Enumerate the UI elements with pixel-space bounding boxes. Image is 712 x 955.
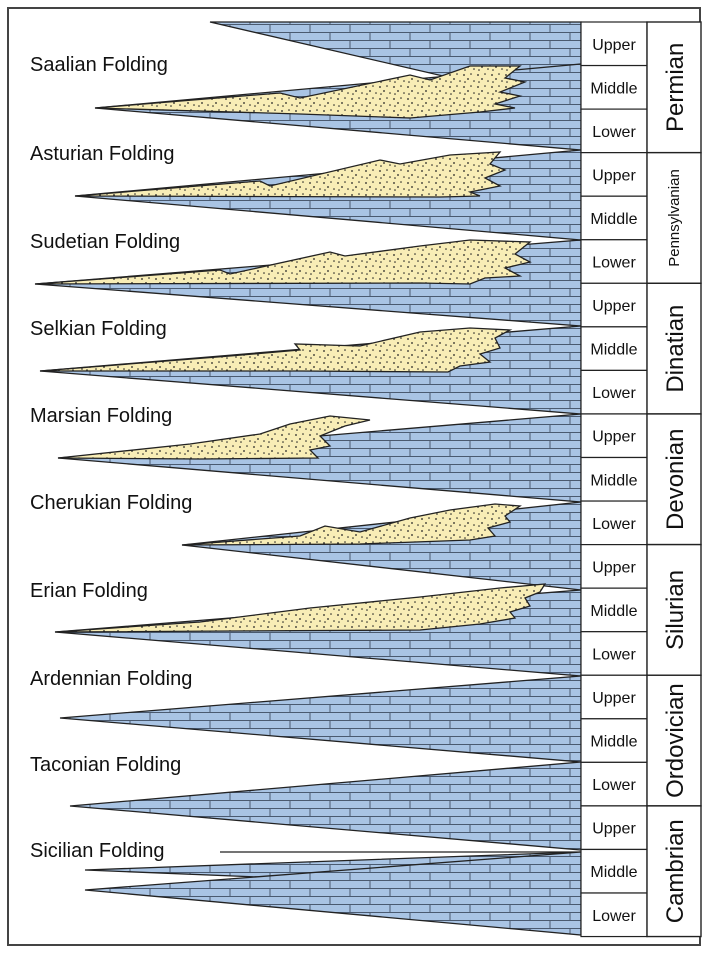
epoch-cell <box>580 805 648 851</box>
epoch-label: Lower <box>592 646 636 663</box>
epoch-cell <box>580 64 648 110</box>
folding-label-sicilian: Sicilian Folding <box>30 840 165 862</box>
epoch-label: Middle <box>590 80 637 97</box>
folding-label-marsian: Marsian Folding <box>30 405 173 427</box>
epoch-cell <box>580 108 648 154</box>
epoch-cell <box>580 892 648 938</box>
epoch-cell <box>580 21 648 67</box>
period-cell <box>646 21 702 154</box>
epoch-label: Upper <box>592 690 636 707</box>
folding-label-sudetian: Sudetian Folding <box>30 231 181 253</box>
epoch-label: Upper <box>592 821 636 838</box>
limestone-wedge <box>181 501 582 591</box>
period-label-cambrian: Cambrian <box>662 819 689 923</box>
period-cell <box>646 151 702 284</box>
wedges-layer <box>34 21 582 936</box>
epoch-label: Lower <box>592 516 636 533</box>
period-cell <box>646 413 702 546</box>
sandstone-wedge <box>94 65 528 119</box>
epoch-cell <box>580 500 648 546</box>
period-label-permian: Permian <box>662 43 689 132</box>
folding-label-ardennian: Ardennian Folding <box>30 668 193 690</box>
epoch-label: Middle <box>590 864 637 881</box>
sandstone-wedge <box>57 415 371 460</box>
epoch-label: Upper <box>592 429 636 446</box>
period-cell <box>646 674 702 807</box>
period-label-dinatian: Dinatian <box>662 305 689 393</box>
sandstone-wedge <box>39 327 513 373</box>
folding-label-taconian: Taconian Folding <box>30 754 182 776</box>
epoch-label: Middle <box>590 211 637 228</box>
epoch-label: Middle <box>590 472 637 489</box>
epoch-label: Upper <box>592 298 636 315</box>
period-cell <box>646 805 702 938</box>
stratigraphic-column: Upper Middle Lower Upper Middle Lower Upper Mid… <box>580 21 702 938</box>
epoch-cell <box>580 631 648 676</box>
epoch-cell <box>580 282 648 328</box>
period-label-silurian: Silurian <box>662 570 689 650</box>
epoch-cell <box>580 195 648 241</box>
epoch-cell <box>580 543 648 589</box>
sandstone-wedge <box>54 583 547 633</box>
folding-label-cherukian: Cherukian Folding <box>30 492 193 514</box>
sandstone-wedge <box>181 503 522 546</box>
epoch-cell <box>580 369 648 415</box>
folding-label-saalian: Saalian Folding <box>30 54 168 76</box>
epoch-label: Upper <box>592 559 636 576</box>
epoch-cell <box>580 456 648 502</box>
epoch-cell <box>580 326 648 372</box>
epoch-label: Upper <box>592 167 636 184</box>
folding-label-selkian: Selkian Folding <box>30 318 167 340</box>
epoch-label: Lower <box>592 385 636 402</box>
epoch-cell <box>580 674 648 720</box>
period-cell <box>646 282 702 415</box>
epoch-label: Middle <box>590 342 637 359</box>
epoch-cell <box>580 848 648 894</box>
epoch-cell <box>580 761 648 807</box>
period-label-pennsylvanian: Pennsylvanian <box>666 169 683 267</box>
epoch-label: Lower <box>592 777 636 794</box>
period-label-devonian: Devonian <box>662 429 689 530</box>
period-label-ordovician: Ordovician <box>662 683 689 798</box>
folding-label-asturian: Asturian Folding <box>30 143 175 165</box>
epoch-label: Middle <box>590 603 637 620</box>
epoch-label: Lower <box>592 255 636 272</box>
folding-label-erian: Erian Folding <box>30 580 148 602</box>
epoch-label: Lower <box>592 124 636 141</box>
sandstone-wedge <box>34 239 532 285</box>
epoch-label: Middle <box>590 734 637 751</box>
epoch-label: Upper <box>592 37 636 54</box>
epoch-label: Lower <box>592 908 636 925</box>
sandstone-wedge <box>74 151 507 198</box>
epoch-cell <box>580 413 648 459</box>
